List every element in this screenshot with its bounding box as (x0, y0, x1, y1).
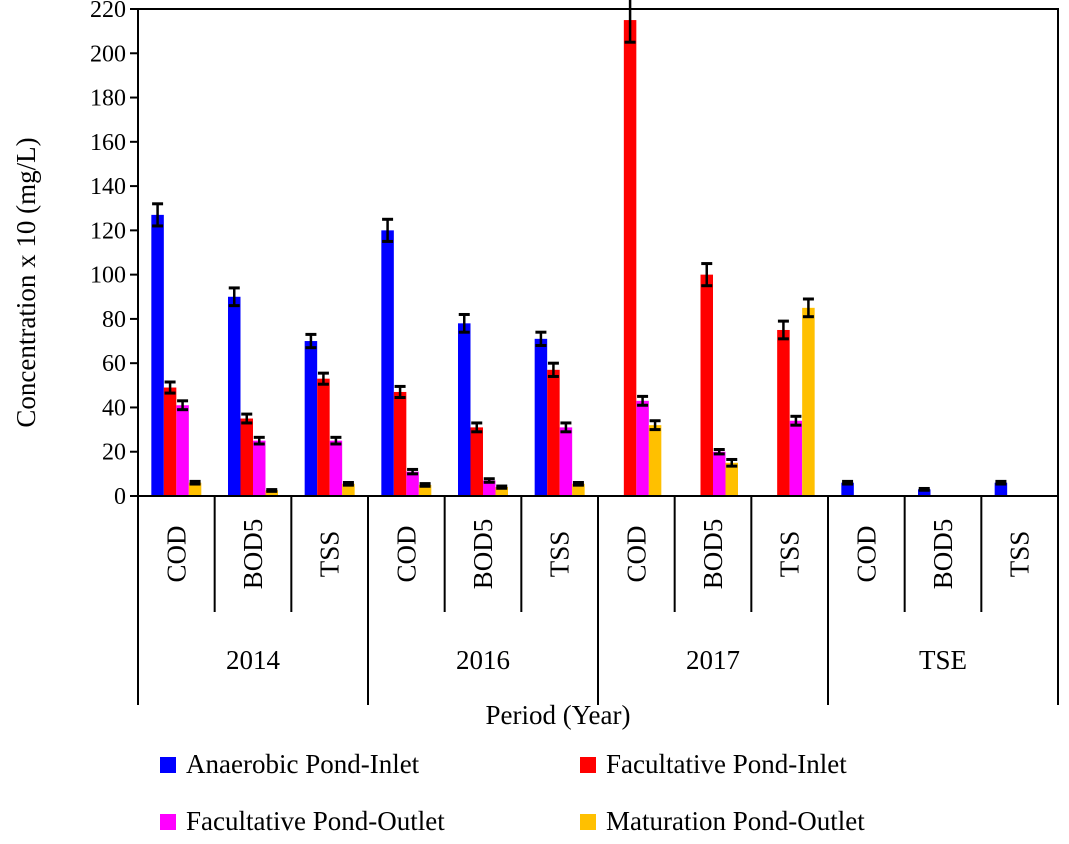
bar (841, 482, 854, 496)
category-label: TSS (1005, 531, 1035, 578)
bar (994, 482, 1008, 496)
y-tick-label: 20 (102, 440, 126, 466)
bar (329, 440, 343, 496)
bar (789, 420, 803, 496)
group-label: 2014 (226, 645, 281, 675)
group-label: 2017 (686, 645, 740, 675)
bar (163, 387, 177, 496)
bar (648, 425, 662, 496)
y-tick-label: 80 (102, 307, 126, 333)
category-label: TSS (775, 531, 805, 578)
bar (483, 480, 496, 496)
bar (918, 489, 931, 496)
bar (636, 400, 649, 496)
y-tick-label: 140 (90, 174, 126, 200)
bar (470, 427, 483, 496)
bar (623, 20, 637, 497)
bar (228, 296, 241, 496)
legend-swatch (160, 757, 176, 773)
bar (802, 307, 815, 496)
group-label: TSE (919, 645, 967, 675)
y-axis-title: Concentration x 10 (mg/L) (11, 137, 41, 427)
legend-swatch (580, 814, 596, 830)
bar (725, 462, 738, 496)
legend-label: Maturation Pond-Outlet (606, 806, 865, 836)
category-label: BOD5 (698, 519, 728, 590)
bar (304, 341, 318, 496)
y-tick-label: 220 (90, 0, 126, 23)
bar (418, 484, 432, 496)
category-label: COD (621, 525, 651, 582)
legend-label: Facultative Pond-Outlet (186, 806, 445, 836)
bar (240, 418, 253, 496)
y-tick-label: 100 (90, 263, 126, 289)
bar (342, 483, 355, 496)
bar (381, 230, 394, 496)
bar (777, 329, 790, 496)
bar (253, 440, 266, 496)
category-label: COD (391, 525, 421, 582)
y-tick-label: 120 (90, 218, 126, 244)
category-label: BOD5 (468, 519, 498, 590)
bar (713, 451, 726, 496)
y-tick-label: 60 (102, 351, 126, 377)
bar (572, 483, 585, 496)
bar (559, 427, 573, 496)
legend-label: Anaerobic Pond-Inlet (186, 749, 420, 779)
category-label: BOD5 (238, 519, 268, 590)
y-tick-label: 0 (114, 484, 126, 510)
y-tick-label: 160 (90, 130, 126, 156)
x-axis-title: Period (Year) (486, 700, 631, 730)
group-label: 2016 (456, 645, 510, 675)
bar (176, 405, 189, 496)
legend-swatch (580, 757, 596, 773)
bar (393, 391, 407, 496)
bar (317, 378, 330, 496)
y-tick-label: 40 (102, 395, 126, 421)
plot-frame (137, 8, 1059, 497)
bar (700, 274, 713, 496)
category-label: COD (161, 525, 191, 582)
y-tick-label: 180 (90, 86, 126, 112)
y-tick-label: 200 (90, 41, 126, 67)
bar (265, 490, 278, 496)
category-label: BOD5 (928, 519, 958, 590)
bar (534, 338, 548, 496)
bar (495, 487, 508, 496)
legend-label: Facultative Pond-Inlet (606, 749, 847, 779)
bar (547, 369, 560, 496)
category-label: COD (851, 525, 881, 582)
category-label: TSS (315, 531, 345, 578)
bar (188, 482, 202, 496)
bar (458, 323, 471, 496)
legend-swatch (160, 814, 176, 830)
category-label: TSS (545, 531, 575, 578)
bar (151, 214, 164, 497)
bar (406, 471, 419, 496)
